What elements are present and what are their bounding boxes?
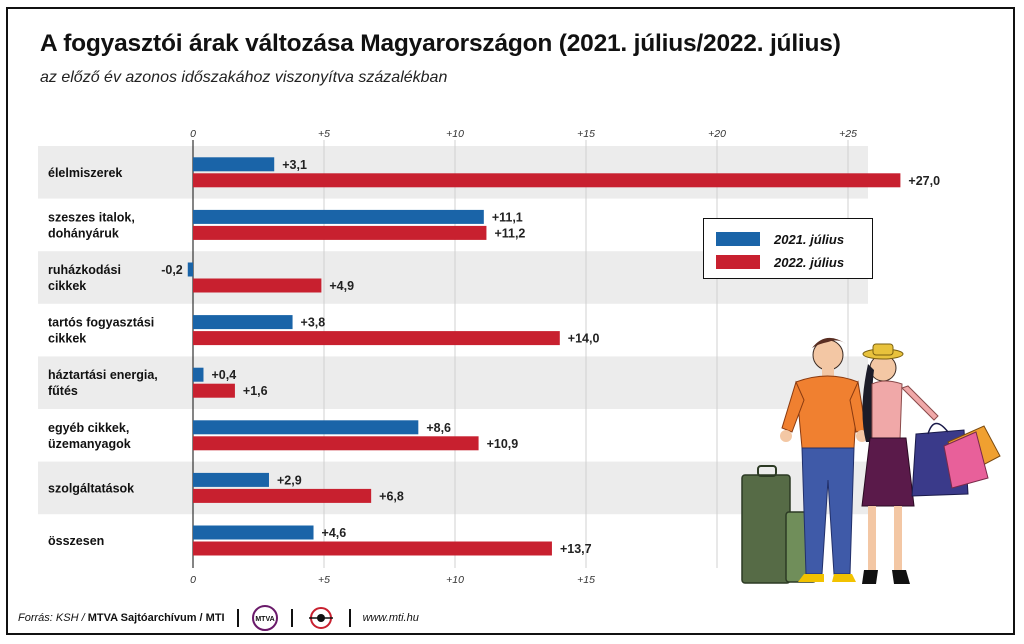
value-label-2022: +13,7	[560, 542, 592, 556]
value-label-2021: +0,4	[211, 368, 236, 382]
chart-subtitle: az előző év azonos időszakához viszonyít…	[40, 69, 448, 86]
bottom-tick-label: +5	[318, 574, 330, 586]
value-label-2021: -0,2	[161, 263, 183, 277]
footer: Forrás: KSH / MTVA Sajtóarchívum / MTI M…	[18, 604, 419, 632]
value-label-2022: +6,8	[379, 489, 404, 503]
top-tick-label: +15	[577, 128, 595, 140]
value-label-2021: +11,1	[492, 210, 523, 224]
legend-item-2021: 2021. július	[716, 230, 844, 248]
value-label-2022: +14,0	[568, 332, 600, 346]
bar-2022	[193, 278, 322, 293]
bar-2022	[193, 173, 901, 188]
bar-2021	[193, 525, 314, 540]
legend-swatch-2021	[716, 232, 760, 246]
mtva-logo-text: MTVA	[255, 616, 274, 623]
mti-logo	[308, 607, 333, 629]
category-label: háztartási energia, fűtés	[48, 368, 158, 398]
value-label-2021: +4,6	[322, 526, 347, 540]
top-tick-label: +25	[839, 128, 857, 140]
value-label-2022: +1,6	[243, 384, 268, 398]
bottom-tick-label: +10	[446, 574, 464, 586]
category-label-line: ruházkodási	[48, 263, 121, 277]
category-label: egyéb cikkek, üzemanyagok	[48, 421, 131, 451]
category-label-line: dohányáruk	[48, 226, 119, 240]
legend-item-2022: 2022. július	[716, 253, 844, 271]
category-label-line: üzemanyagok	[48, 437, 131, 451]
chart-legend: 2021. július 2022. július	[703, 218, 873, 279]
category-label: szeszes italok, dohányáruk	[48, 210, 135, 240]
value-label-2022: +27,0	[908, 174, 940, 188]
bar-2022	[193, 383, 235, 398]
top-tick-label: +5	[318, 128, 330, 140]
value-label-2022: +4,9	[329, 279, 354, 293]
bar-2022	[193, 541, 552, 556]
value-label-2022: +11,2	[494, 226, 525, 240]
category-label: tartós fogyasztási cikkek	[48, 316, 154, 346]
bar-2021	[193, 315, 293, 330]
website-link[interactable]: www.mti.hu	[362, 612, 419, 624]
value-label-2021: +8,6	[426, 421, 451, 435]
bar-2022	[193, 436, 479, 451]
legend-swatch-2022	[716, 255, 760, 269]
category-label-line: szeszes italok,	[48, 210, 135, 224]
bottom-tick-label: +15	[577, 574, 595, 586]
bar-2022	[193, 331, 560, 346]
mtva-logo: MTVA	[251, 605, 278, 631]
category-label: ruházkodási cikkek	[48, 263, 121, 293]
bar-2021	[193, 420, 419, 435]
source-credit: Forrás: KSH / MTVA Sajtóarchívum / MTI	[18, 612, 225, 624]
bar-2022	[193, 225, 487, 240]
row-band	[38, 356, 868, 409]
value-label-2021: +3,8	[301, 316, 326, 330]
source-prefix: Forrás: KSH /	[18, 612, 88, 624]
category-label-line: fűtés	[48, 384, 78, 398]
footer-divider	[236, 609, 239, 627]
value-label-2021: +3,1	[282, 158, 307, 172]
top-tick-label: +20	[708, 128, 726, 140]
legend-label-2022: 2022. július	[774, 254, 845, 270]
bar-2021	[193, 472, 269, 487]
row-band	[38, 146, 868, 199]
category-label-line: egyéb cikkek,	[48, 421, 129, 435]
bar-2021	[193, 367, 204, 382]
bar-2021	[193, 157, 275, 172]
legend-label-2021: 2021. július	[774, 231, 845, 247]
chart-title: A fogyasztói árak változása Magyarország…	[40, 30, 841, 57]
category-label-line: tartós fogyasztási	[48, 316, 154, 330]
bar-chart: 0 +5 +10 +15 +20 +25 0 +5 +10 +15 +3,1 +27,0 +11,1 +…	[38, 128, 940, 586]
footer-divider	[290, 609, 293, 627]
bar-2022	[193, 488, 372, 503]
footer-divider	[348, 609, 351, 627]
category-label-line: szolgáltatások	[48, 481, 134, 495]
bar-2021	[193, 209, 484, 224]
top-tick-label: 0	[190, 128, 196, 140]
category-label-line: összesen	[48, 534, 104, 548]
source-agency: MTVA Sajtóarchívum / MTI	[87, 612, 225, 624]
value-label-2022: +10,9	[487, 437, 519, 451]
row-band	[38, 461, 868, 515]
suitcase-icon	[741, 474, 791, 584]
top-tick-label: +10	[446, 128, 464, 140]
bar-2021	[187, 262, 193, 277]
bottom-tick-label: 0	[190, 574, 196, 586]
category-label-line: cikkek	[48, 332, 86, 346]
shopping-couple-illustration	[741, 337, 1001, 584]
category-label-line: cikkek	[48, 279, 86, 293]
category-label: összesen	[48, 534, 104, 548]
category-label-line: élelmiszerek	[48, 166, 122, 180]
category-label: szolgáltatások	[48, 481, 134, 495]
category-label-line: háztartási energia,	[48, 368, 158, 382]
category-label: élelmiszerek	[48, 166, 122, 180]
value-label-2021: +2,9	[277, 473, 302, 487]
